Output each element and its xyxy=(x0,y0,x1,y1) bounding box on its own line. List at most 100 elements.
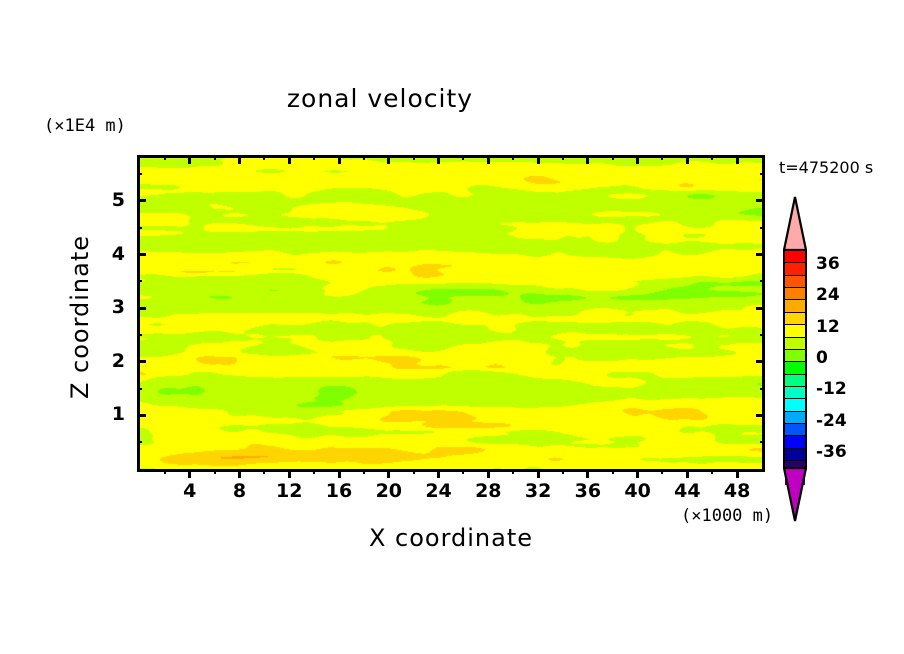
x-tick-mark-top xyxy=(412,155,415,160)
y-tick-mark xyxy=(137,333,142,336)
y-tick-mark-right xyxy=(760,441,765,444)
x-tick-mark-top xyxy=(711,155,714,160)
x-tick-mark xyxy=(462,469,465,474)
x-tick-label: 4 xyxy=(183,480,197,502)
colorbar-band xyxy=(785,398,805,411)
colorbar-band xyxy=(785,373,805,386)
page-title: zonal velocity xyxy=(286,84,474,113)
colorbar-band xyxy=(785,435,805,448)
x-tick-mark xyxy=(437,469,441,478)
x-tick-label: 16 xyxy=(325,480,353,502)
x-tick-label: 28 xyxy=(475,480,502,502)
y-tick-mark xyxy=(137,280,142,283)
x-tick-mark xyxy=(287,469,291,478)
y-axis-title: Z coordinate xyxy=(66,234,94,400)
colorbar-tick-label: 36 xyxy=(816,253,840,274)
x-tick-mark-top xyxy=(512,155,515,160)
x-axis-ticks-top xyxy=(137,155,765,169)
x-tick-mark xyxy=(536,469,540,478)
x-tick-mark xyxy=(387,469,391,478)
colorbar-band xyxy=(785,251,805,263)
y-tick-label: 1 xyxy=(111,403,125,426)
x-tick-mark xyxy=(238,469,242,478)
x-tick-mark-top xyxy=(263,155,266,160)
y-tick-mark-right xyxy=(756,360,765,364)
x-tick-mark-top xyxy=(735,155,739,164)
colorbar-band xyxy=(785,299,805,312)
x-tick-mark-top xyxy=(486,155,490,164)
x-tick-mark xyxy=(163,469,166,474)
colorbar-tick-label: -24 xyxy=(816,410,847,431)
y-tick-mark-right xyxy=(760,226,765,229)
x-tick-mark-top xyxy=(287,155,291,164)
colorbar-band xyxy=(785,324,805,337)
y-tick-mark-right xyxy=(756,199,765,203)
plot-area xyxy=(137,155,765,472)
colorbar-band xyxy=(785,361,805,374)
colorbar-band xyxy=(785,336,805,349)
colorbar-band xyxy=(785,348,805,362)
y-tick-label: 3 xyxy=(111,296,125,319)
x-tick-mark xyxy=(486,469,490,478)
x-tick-mark xyxy=(412,469,415,474)
x-tick-mark xyxy=(611,469,614,474)
x-tick-mark xyxy=(313,469,316,474)
x-tick-label: 12 xyxy=(276,480,303,502)
x-tick-mark-top xyxy=(163,155,166,160)
y-tick-mark xyxy=(137,441,142,444)
x-tick-mark-top xyxy=(685,155,689,164)
y-tick-mark-right xyxy=(760,387,765,390)
x-tick-mark-top xyxy=(387,155,391,164)
x-tick-mark xyxy=(362,469,365,474)
colorbar-tick-label: -36 xyxy=(816,442,847,463)
x-tick-mark xyxy=(188,469,192,478)
x-tick-mark-top xyxy=(661,155,664,160)
x-tick-mark xyxy=(636,469,640,478)
x-tick-label: 8 xyxy=(232,480,247,502)
x-tick-mark xyxy=(213,469,216,474)
y-tick-mark xyxy=(137,360,146,364)
y-tick-mark-right xyxy=(756,413,765,417)
x-tick-mark-top xyxy=(611,155,614,160)
x-axis-unit-label: (×1000 m) xyxy=(681,506,774,526)
x-tick-mark-top xyxy=(462,155,465,160)
x-tick-label: 36 xyxy=(574,480,602,502)
x-tick-mark xyxy=(735,469,739,478)
y-tick-mark xyxy=(137,199,146,203)
x-tick-label: 32 xyxy=(524,480,552,502)
y-tick-mark xyxy=(137,173,142,176)
colorbar-band xyxy=(785,447,805,461)
y-tick-label: 5 xyxy=(111,188,125,211)
colorbar-tick-label: -12 xyxy=(816,379,847,400)
y-tick-mark-right xyxy=(756,253,765,257)
y-axis-ticks-right xyxy=(751,155,765,472)
colorbar-band xyxy=(785,274,805,288)
timestamp-label: t=475200 s xyxy=(779,158,874,177)
x-tick-mark-top xyxy=(313,155,316,160)
x-tick-mark-top xyxy=(238,155,242,164)
y-tick-mark-right xyxy=(756,306,765,310)
x-tick-mark xyxy=(561,469,564,474)
x-tick-mark xyxy=(685,469,689,478)
colorbar-band xyxy=(785,410,805,424)
colorbar-under-arrow-icon xyxy=(783,467,807,522)
y-tick-mark xyxy=(137,387,142,390)
y-tick-mark xyxy=(137,226,142,229)
y-tick-mark xyxy=(137,306,146,310)
x-tick-mark-top xyxy=(213,155,216,160)
x-tick-mark-top xyxy=(437,155,441,164)
x-tick-mark-top xyxy=(561,155,564,160)
x-tick-mark xyxy=(263,469,266,474)
colorbar-band xyxy=(785,311,805,325)
colorbar-tick-label: 12 xyxy=(816,316,840,337)
x-tick-mark-top xyxy=(636,155,640,164)
x-tick-mark xyxy=(586,469,590,478)
x-axis-title: X coordinate xyxy=(368,524,534,552)
colorbar-bands xyxy=(783,249,807,485)
x-tick-label: 20 xyxy=(375,480,403,502)
y-tick-mark xyxy=(137,253,146,257)
y-tick-mark-right xyxy=(760,173,765,176)
y-tick-mark xyxy=(137,413,146,417)
x-tick-mark xyxy=(661,469,664,474)
